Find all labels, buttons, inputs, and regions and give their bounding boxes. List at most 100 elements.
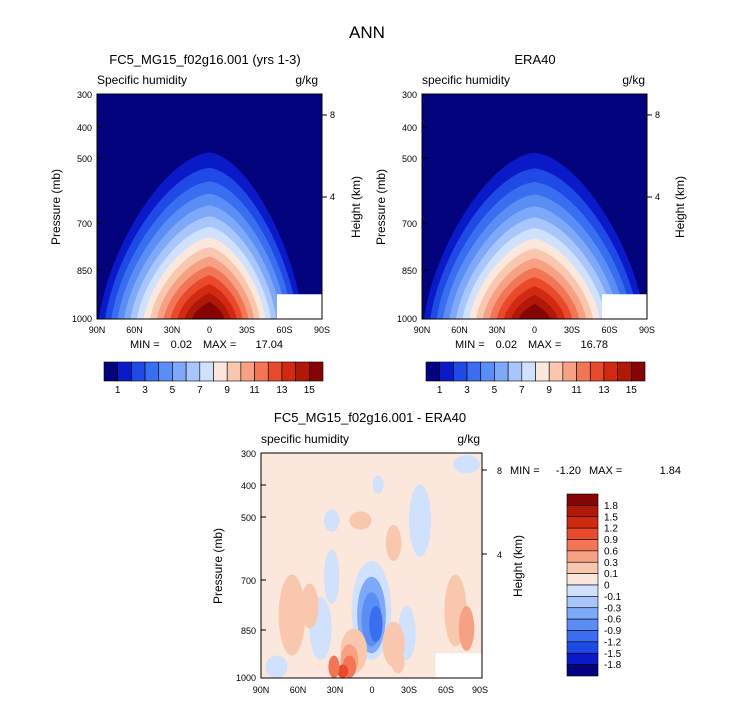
- missing-data-mask: [277, 294, 322, 319]
- colorbar-swatch: [425, 361, 440, 382]
- diff-contour-region: [323, 549, 340, 604]
- colorbar-swatch: [566, 664, 599, 677]
- panel-diff-stats: MIN = -1.20 MAX = 1.84: [510, 465, 681, 477]
- stat-max-value: 16.78: [580, 339, 608, 351]
- diff-contour-region: [265, 655, 288, 678]
- stat-max-label: MAX =: [589, 465, 622, 477]
- x-tick-30n: 30N: [164, 325, 181, 335]
- y2-tick-4: 4: [655, 192, 660, 202]
- colorbar-swatch: [566, 573, 599, 586]
- y2-tick-4: 4: [497, 550, 502, 560]
- missing-data-mask: [435, 653, 482, 678]
- panel-diff-y2label: Height (km): [511, 535, 525, 597]
- diff-contour-region: [391, 651, 405, 674]
- colorbar-tick-label: -0.6: [604, 615, 622, 626]
- panel-model-units: g/kg: [295, 73, 318, 87]
- colorbar-swatch: [144, 361, 160, 382]
- colorbar-swatch: [617, 361, 632, 382]
- colorbar-tick-label: 7: [519, 385, 525, 396]
- panel-model-variable: Specific humidity: [97, 73, 187, 87]
- y-tick-700: 700: [77, 219, 92, 229]
- x-tick-30n: 30N: [327, 685, 344, 695]
- diff-contour-region: [300, 583, 319, 629]
- colorbar-swatch: [548, 361, 564, 382]
- x-tick-30s: 30S: [239, 325, 255, 335]
- y-tick-500: 500: [241, 513, 256, 523]
- colorbar-swatch: [576, 361, 591, 382]
- stat-min-value: 0.02: [496, 339, 517, 351]
- diff-contour-region: [323, 509, 340, 532]
- colorbar-tick-label: 11: [249, 385, 260, 396]
- panel-era40-ylabel: Pressure (mb): [374, 169, 388, 245]
- panel-model-title: FC5_MG15_f02g16.001 (yrs 1-3): [109, 52, 300, 67]
- panel-era40: ERA40 specific humidity g/kg 300 400 500…: [374, 52, 687, 396]
- y-tick-700: 700: [402, 219, 417, 229]
- x-tick-90s: 90S: [639, 325, 655, 335]
- y-tick-500: 500: [402, 154, 417, 164]
- colorbar-swatch: [131, 361, 146, 382]
- colorbar-swatch: [480, 361, 495, 382]
- x-tick-30s: 30S: [401, 685, 417, 695]
- colorbar-tick-label: 13: [598, 385, 610, 396]
- panel-diff-units: g/kg: [457, 432, 480, 446]
- y2-tick-8: 8: [655, 110, 660, 120]
- colorbar-tick-label: 5: [492, 385, 498, 396]
- y-tick-850: 850: [241, 626, 256, 636]
- colorbar-swatch: [566, 550, 599, 563]
- y-tick-300: 300: [402, 90, 417, 100]
- x-tick-60n: 60N: [451, 325, 468, 335]
- stat-max-value: 17.04: [255, 339, 283, 351]
- colorbar-swatch: [535, 361, 550, 382]
- colorbar-swatch: [254, 361, 269, 382]
- y-tick-850: 850: [402, 266, 417, 276]
- colorbar-swatch: [566, 641, 599, 654]
- diff-contour-region: [278, 574, 306, 656]
- diff-contour-region: [369, 606, 383, 642]
- colorbar-tick-label: 0.6: [604, 546, 618, 557]
- panel-era40-y2-ticks: 8 4: [655, 110, 660, 202]
- colorbar-swatch: [521, 361, 536, 382]
- stat-max-label: MAX =: [203, 339, 236, 351]
- panel-era40-stats: MIN = 0.02 MAX = 16.78: [455, 339, 608, 351]
- colorbar-tick-label: -1.2: [604, 637, 622, 648]
- colorbar-swatch: [566, 630, 599, 643]
- colorbar-swatch: [603, 361, 618, 382]
- colorbar-tick-label: 15: [626, 385, 638, 396]
- stat-min-label: MIN =: [455, 339, 485, 351]
- colorbar-swatch: [566, 607, 599, 620]
- colorbar-swatch: [566, 505, 599, 518]
- x-tick-eq: 0: [369, 685, 374, 695]
- diff-contour-region: [372, 475, 384, 494]
- contour-level-15: [192, 301, 225, 319]
- colorbar-tick-label: 1.8: [604, 501, 618, 512]
- panel-diff-title: FC5_MG15_f02g16.001 - ERA40: [274, 410, 466, 425]
- panel-diff-colorbar: 1.81.51.20.90.60.30.10-0.1-0.3-0.6-0.9-1…: [566, 493, 622, 677]
- y2-tick-8: 8: [497, 466, 502, 476]
- x-tick-30s: 30S: [564, 325, 580, 335]
- panel-era40-variable: specific humidity: [422, 73, 510, 87]
- colorbar-tick-label: 9: [546, 385, 552, 396]
- panel-era40-y2label: Height (km): [673, 176, 687, 238]
- diff-contour-region: [458, 606, 475, 651]
- y-tick-300: 300: [241, 449, 256, 459]
- colorbar-tick-label: 3: [464, 385, 470, 396]
- colorbar-tick-label: -1.8: [604, 660, 622, 671]
- colorbar-tick-label: 5: [170, 385, 176, 396]
- panel-model-y2label: Height (km): [349, 176, 363, 238]
- x-tick-60n: 60N: [126, 325, 143, 335]
- colorbar-swatch: [158, 361, 173, 382]
- colorbar-swatch: [566, 527, 599, 540]
- colorbar-swatch: [267, 361, 283, 382]
- diff-contour-region: [409, 484, 432, 557]
- y-tick-500: 500: [77, 154, 92, 164]
- stat-min-value: -1.20: [556, 465, 581, 477]
- panel-era40-frame: [421, 93, 648, 320]
- diff-contour-region: [337, 664, 349, 678]
- colorbar-tick-label: -0.3: [604, 603, 622, 614]
- colorbar-swatch: [309, 361, 324, 382]
- colorbar-swatch: [453, 361, 468, 382]
- y2-tick-8: 8: [330, 110, 335, 120]
- y-tick-1000: 1000: [72, 314, 92, 324]
- colorbar-swatch: [507, 361, 523, 382]
